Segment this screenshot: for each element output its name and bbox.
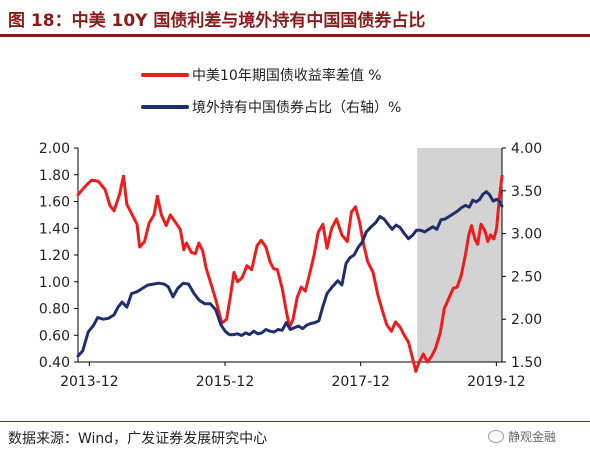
- source-note: 数据来源：Wind，广发证券发展研究中心: [8, 431, 268, 447]
- left-axis-tick-label: 1.80: [39, 168, 70, 184]
- holding-series-line: [76, 190, 504, 358]
- left-axis-tick-label: 1.00: [39, 275, 70, 291]
- watermark: 静观金融: [488, 428, 556, 445]
- figure-title: 图 18：中美 10Y 国债利差与境外持有中国国债券占比: [8, 11, 426, 31]
- chart: 中美10年期国债收益率差值 % 境外持有中国债券占比（右轴）% 0.40 0.60…: [39, 67, 542, 390]
- footer-divider: [0, 421, 590, 422]
- legend: 中美10年期国债收益率差值 % 境外持有中国债券占比（右轴）%: [141, 67, 401, 116]
- right-axis-tick-label: 3.50: [511, 184, 542, 200]
- x-axis-tick-label: 2013-12: [60, 374, 119, 390]
- left-axis-tick-label: 1.20: [39, 248, 70, 264]
- spread-series-line: [76, 174, 504, 373]
- wechat-icon: [488, 430, 504, 443]
- x-axis-tick-label: 2017-12: [331, 374, 390, 390]
- x-axis-tick-label: 2015-12: [196, 374, 255, 390]
- legend-label-holding: 境外持有中国债券占比（右轴）%: [192, 100, 401, 116]
- left-axis-tick-label: 1.60: [39, 195, 70, 211]
- left-axis-tick-label: 0.60: [39, 328, 70, 344]
- right-axis-tick-label: 2.00: [511, 312, 542, 328]
- x-axis-tick-label: 2019-12: [467, 374, 526, 390]
- shaded-region: [417, 148, 502, 362]
- right-axis-tick-label: 2.50: [511, 269, 542, 285]
- left-axis-tick-label: 2.00: [39, 141, 70, 157]
- right-axis-tick-label: 4.00: [511, 141, 542, 157]
- legend-label-spread: 中美10年期国债收益率差值 %: [192, 67, 382, 84]
- right-axis-tick-label: 3.00: [511, 227, 542, 243]
- left-axis-tick-label: 1.40: [39, 221, 70, 237]
- right-axis-tick-label: 1.50: [511, 355, 542, 371]
- title-divider: [0, 34, 590, 37]
- left-axis-tick-label: 0.80: [39, 302, 70, 318]
- watermark-text: 静观金融: [508, 430, 557, 444]
- left-axis-tick-label: 0.40: [39, 355, 70, 371]
